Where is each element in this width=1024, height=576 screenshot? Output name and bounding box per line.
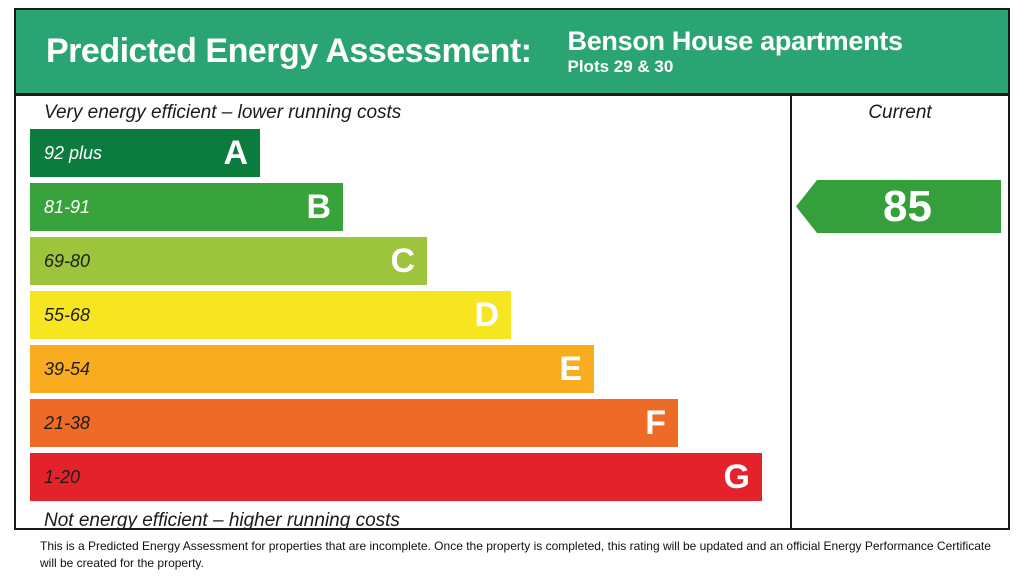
page-title: Predicted Energy Assessment:	[46, 32, 532, 70]
band-range-label: 81-91	[44, 196, 91, 217]
band-row-f: 21-38 F	[30, 399, 790, 447]
band-row-c: 69-80 C	[30, 237, 790, 285]
band-range-label: 92 plus	[44, 142, 103, 163]
band-row-e: 39-54 E	[30, 345, 790, 393]
band-range-label: 55-68	[44, 304, 91, 325]
band-bar-e: 39-54 E	[30, 345, 594, 393]
band-row-b: 81-91 B	[30, 183, 790, 231]
band-bar-g: 1-20 G	[30, 453, 762, 501]
band-range-label: 69-80	[44, 250, 91, 271]
band-letter: F	[645, 404, 666, 442]
band-letter: C	[390, 242, 415, 280]
band-range-label: 1-20	[44, 466, 81, 487]
current-column-header: Current	[868, 102, 932, 123]
band-row-d: 55-68 D	[30, 291, 790, 339]
band-range-label: 39-54	[44, 358, 91, 379]
band-row-g: 1-20 G	[30, 453, 790, 501]
band-bar-b: 81-91 B	[30, 183, 343, 231]
bands-area: Very energy efficient – lower running co…	[16, 96, 790, 528]
efficiency-caption-top: Very energy efficient – lower running co…	[44, 101, 402, 123]
band-letter: E	[559, 350, 582, 388]
footer-note: This is a Predicted Energy Assessment fo…	[40, 539, 991, 570]
header-bar: Predicted Energy Assessment: Benson Hous…	[14, 8, 1010, 95]
band-bar-a: 92 plus A	[30, 129, 260, 177]
band-range-label: 21-38	[44, 412, 91, 433]
band-letter: A	[223, 134, 248, 172]
current-rating-arrow: 85	[796, 180, 1001, 233]
property-info: Benson House apartments Plots 29 & 30	[568, 27, 903, 76]
epc-chart: Very energy efficient – lower running co…	[14, 94, 1010, 530]
property-name: Benson House apartments	[567, 25, 903, 56]
current-column: Current 85	[790, 96, 1008, 528]
band-bar-d: 55-68 D	[30, 291, 511, 339]
efficiency-caption-bottom: Not energy efficient – higher running co…	[44, 510, 400, 528]
band-letter: D	[474, 296, 499, 334]
band-bar-f: 21-38 F	[30, 399, 678, 447]
property-plots: Plots 29 & 30	[567, 57, 674, 77]
band-bar-c: 69-80 C	[30, 237, 427, 285]
band-letter: B	[306, 188, 331, 226]
band-row-a: 92 plus A	[30, 129, 790, 177]
band-letter: G	[723, 458, 750, 496]
current-rating-value: 85	[883, 181, 932, 231]
